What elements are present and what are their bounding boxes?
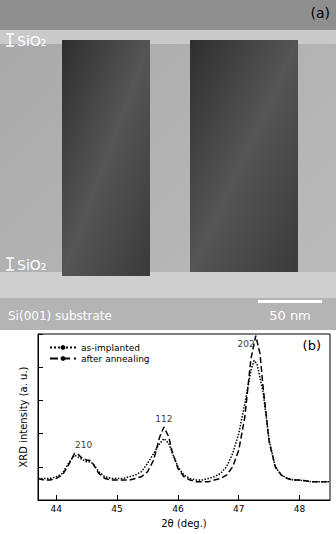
svg-text:SiO₂: SiO₂ xyxy=(17,33,46,49)
svg-text:47: 47 xyxy=(233,504,244,514)
svg-text:202: 202 xyxy=(237,339,254,349)
svg-text:(b): (b) xyxy=(303,338,321,353)
svg-text:50 nm: 50 nm xyxy=(269,308,311,323)
svg-text:XRD intensity (a. u.): XRD intensity (a. u.) xyxy=(18,366,29,467)
svg-text:46: 46 xyxy=(172,504,184,514)
svg-text:SiO₂: SiO₂ xyxy=(17,257,46,273)
svg-text:Si(001) substrate: Si(001) substrate xyxy=(8,309,112,323)
svg-text:48: 48 xyxy=(294,504,306,514)
svg-text:45: 45 xyxy=(111,504,122,514)
svg-text:44: 44 xyxy=(51,504,63,514)
svg-text:(a): (a) xyxy=(310,5,330,21)
svg-text:112: 112 xyxy=(155,414,172,424)
svg-text:210: 210 xyxy=(75,440,92,450)
svg-text:as-implanted: as-implanted xyxy=(81,343,140,353)
svg-text:after annealing: after annealing xyxy=(81,354,150,364)
svg-text:2θ (deg.): 2θ (deg.) xyxy=(161,518,207,529)
